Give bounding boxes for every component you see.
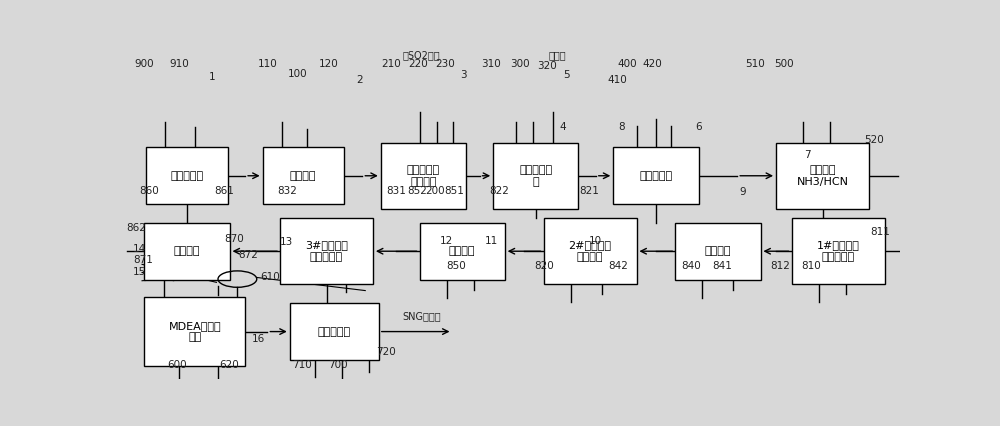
- Text: 富SO2气体: 富SO2气体: [402, 50, 440, 60]
- Text: 16: 16: [251, 334, 265, 344]
- Text: 842: 842: [609, 261, 628, 271]
- Text: 非耐硫变换: 非耐硫变换: [639, 171, 672, 181]
- FancyBboxPatch shape: [290, 303, 379, 360]
- Text: 4: 4: [559, 122, 566, 132]
- Text: 210: 210: [381, 59, 400, 69]
- Text: 400: 400: [618, 59, 638, 69]
- Text: 812: 812: [770, 261, 790, 271]
- FancyBboxPatch shape: [544, 219, 637, 284]
- Text: 861: 861: [214, 186, 234, 196]
- Text: 310: 310: [482, 59, 501, 69]
- Text: 510: 510: [745, 59, 765, 69]
- FancyBboxPatch shape: [493, 143, 578, 209]
- Text: 热量回收: 热量回收: [174, 246, 200, 256]
- Text: 13: 13: [280, 237, 293, 247]
- Text: 14: 14: [133, 244, 146, 254]
- Text: 871: 871: [133, 256, 153, 265]
- Text: 862: 862: [126, 223, 146, 233]
- Text: 5: 5: [564, 70, 570, 80]
- Text: 200: 200: [426, 186, 445, 196]
- FancyBboxPatch shape: [146, 147, 228, 204]
- Text: 811: 811: [871, 227, 890, 237]
- Text: 11: 11: [485, 236, 498, 246]
- Text: 1#绝热甲烷
化反应器，: 1#绝热甲烷 化反应器，: [817, 240, 859, 262]
- Text: 500: 500: [774, 59, 794, 69]
- Text: 831: 831: [386, 186, 406, 196]
- Text: SNG产品气: SNG产品气: [402, 311, 441, 321]
- Text: 6: 6: [695, 122, 702, 132]
- Text: 851: 851: [444, 186, 464, 196]
- Text: 821: 821: [579, 186, 599, 196]
- Text: 7: 7: [804, 150, 811, 161]
- Text: 832: 832: [277, 186, 297, 196]
- FancyBboxPatch shape: [144, 222, 230, 280]
- Text: 820: 820: [534, 261, 554, 271]
- FancyBboxPatch shape: [776, 143, 869, 209]
- Text: 320: 320: [537, 61, 557, 71]
- FancyBboxPatch shape: [420, 222, 505, 280]
- FancyBboxPatch shape: [613, 147, 698, 204]
- Text: 2#绝热甲烷
化反应器: 2#绝热甲烷 化反应器: [568, 240, 612, 262]
- Text: MDEA脱二氧
化碳: MDEA脱二氧 化碳: [168, 321, 221, 343]
- Text: 852: 852: [407, 186, 427, 196]
- Text: 100: 100: [288, 69, 307, 79]
- Text: 120: 120: [319, 59, 338, 69]
- Text: 600: 600: [168, 360, 187, 370]
- Text: 循环流化床
热法脱硫: 循环流化床 热法脱硫: [407, 165, 440, 187]
- Text: 吸附床脱
NH3/HCN: 吸附床脱 NH3/HCN: [796, 165, 848, 187]
- Text: 110: 110: [258, 59, 278, 69]
- Text: 三甘醇脱水: 三甘醇脱水: [318, 327, 351, 337]
- Text: 2: 2: [356, 75, 363, 85]
- Text: 230: 230: [435, 59, 455, 69]
- Text: 850: 850: [446, 261, 466, 271]
- Text: 220: 220: [408, 59, 428, 69]
- Text: 410: 410: [608, 75, 628, 85]
- Text: 841: 841: [712, 261, 732, 271]
- Text: 水蒸汽: 水蒸汽: [548, 50, 566, 60]
- Text: 840: 840: [681, 261, 701, 271]
- Text: 热量回收: 热量回收: [449, 246, 475, 256]
- Text: 3#等温甲烷
化反应器，: 3#等温甲烷 化反应器，: [305, 240, 348, 262]
- Text: 900: 900: [134, 59, 154, 69]
- Text: 10: 10: [588, 236, 602, 246]
- Text: 1: 1: [209, 72, 215, 82]
- Text: 860: 860: [139, 186, 159, 196]
- Text: 720: 720: [376, 347, 396, 357]
- Text: 热量回收: 热量回收: [705, 246, 731, 256]
- Text: 710: 710: [292, 360, 311, 370]
- Text: 700: 700: [328, 360, 348, 370]
- Text: 激冷洗涤: 激冷洗涤: [290, 171, 316, 181]
- Text: 870: 870: [224, 234, 244, 244]
- FancyBboxPatch shape: [280, 219, 373, 284]
- Text: 精脱硫保护
床: 精脱硫保护 床: [519, 165, 552, 187]
- Text: 9: 9: [740, 187, 746, 196]
- Text: 620: 620: [220, 360, 239, 370]
- Text: 15: 15: [133, 267, 146, 276]
- Text: 300: 300: [510, 59, 530, 69]
- Text: 3: 3: [460, 70, 466, 80]
- Text: 910: 910: [169, 59, 189, 69]
- Text: 822: 822: [489, 186, 509, 196]
- Text: 12: 12: [440, 236, 453, 246]
- Text: 872: 872: [238, 250, 258, 260]
- FancyBboxPatch shape: [263, 147, 344, 204]
- Text: 8: 8: [618, 122, 625, 132]
- Text: 420: 420: [643, 59, 662, 69]
- Text: 810: 810: [801, 261, 821, 271]
- FancyBboxPatch shape: [675, 222, 761, 280]
- FancyBboxPatch shape: [792, 219, 885, 284]
- Text: 610: 610: [260, 273, 280, 282]
- FancyBboxPatch shape: [144, 297, 245, 366]
- Text: 水煤浆气化: 水煤浆气化: [170, 171, 204, 181]
- Text: 520: 520: [864, 135, 884, 145]
- FancyBboxPatch shape: [381, 143, 466, 209]
